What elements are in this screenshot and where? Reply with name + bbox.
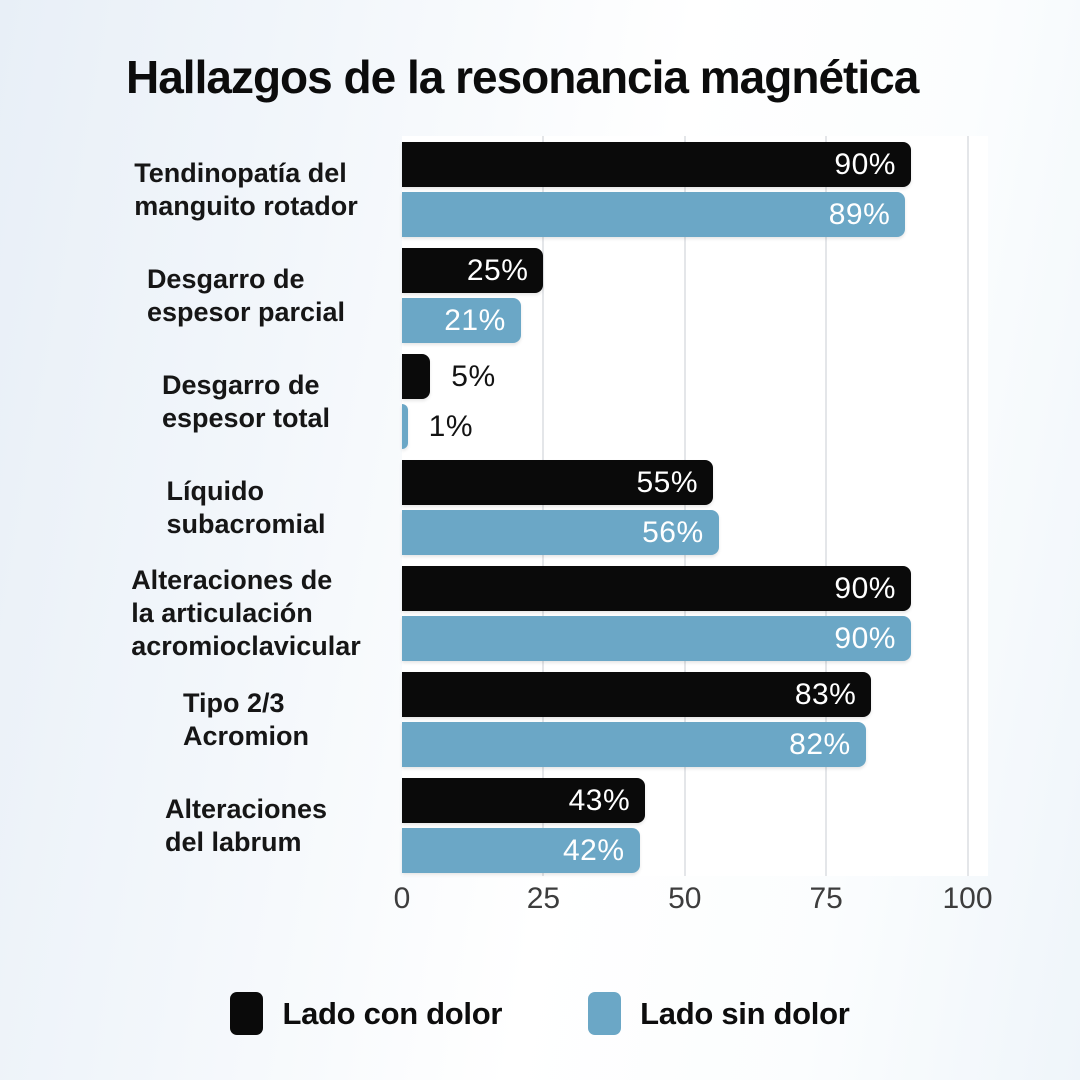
category-label: Desgarro de espesor parcial bbox=[96, 248, 396, 343]
bar-pain-side: 55% bbox=[402, 460, 714, 505]
category-label-text: Desgarro de espesor parcial bbox=[146, 263, 346, 327]
bar-no-pain-side: 1% bbox=[402, 404, 472, 449]
category-label: Desgarro de espesor total bbox=[96, 354, 396, 449]
x-tick-label: 50 bbox=[668, 882, 702, 915]
category-label: Tendinopatía del manguito rotador bbox=[96, 142, 396, 237]
bar-pain-side: 90% bbox=[402, 142, 911, 187]
bar-value-label: 90% bbox=[834, 572, 896, 605]
bar-value-label: 83% bbox=[794, 678, 857, 711]
bar-value-label: 82% bbox=[789, 728, 851, 761]
category-label-text: Tendinopatía del manguito rotador bbox=[134, 157, 358, 221]
bar-value-label: 1% bbox=[428, 410, 473, 443]
bar-value-label: 56% bbox=[642, 516, 704, 549]
category-label: Tipo 2/3 Acromion bbox=[96, 672, 396, 767]
legend-label: Lado con dolor bbox=[282, 995, 503, 1031]
bar-value-label: 25% bbox=[466, 254, 529, 287]
bar-value-label: 90% bbox=[834, 148, 896, 181]
bar-value-label: 21% bbox=[444, 304, 506, 337]
bar-pain-side: 25% bbox=[402, 248, 544, 293]
gridline bbox=[825, 136, 828, 876]
bar-value-label: 5% bbox=[451, 360, 496, 393]
category-label-text: Alteraciones de la articulación acromioc… bbox=[131, 565, 361, 661]
bar-value-label: 55% bbox=[636, 466, 699, 499]
x-tick-label: 75 bbox=[809, 882, 843, 915]
bar-pain-side: 90% bbox=[402, 566, 911, 611]
x-tick-label: 100 bbox=[942, 882, 993, 915]
bar-value-label: 42% bbox=[562, 834, 625, 867]
legend-item: Lado con dolor bbox=[230, 992, 502, 1035]
bar-pain-side: 43% bbox=[402, 778, 646, 823]
legend: Lado con dolor Lado sin dolor bbox=[0, 992, 1080, 1035]
bar-value-label: 90% bbox=[834, 622, 896, 655]
bar-value-label: 89% bbox=[828, 198, 891, 231]
chart-title: Hallazgos de la resonancia magnética bbox=[126, 51, 919, 103]
category-label: Alteraciones de la articulación acromioc… bbox=[96, 565, 396, 661]
bar-no-pain-side: 42% bbox=[402, 828, 640, 873]
legend-label: Lado sin dolor bbox=[640, 995, 850, 1031]
plot-area: 90% 89% 25% 21% 5% 1% 55% 56% 90% 90% 83% 82% 43% 42% bbox=[402, 136, 988, 876]
gridline bbox=[542, 136, 545, 876]
gridline bbox=[966, 136, 969, 876]
bar-no-pain-side: 89% bbox=[402, 192, 906, 237]
bar-no-pain-side: 90% bbox=[402, 616, 911, 661]
bar-no-pain-side: 21% bbox=[402, 298, 521, 343]
bar-pain-side: 83% bbox=[402, 672, 872, 717]
gridline bbox=[683, 136, 686, 876]
category-label-text: Líquido subacromial bbox=[166, 475, 326, 539]
x-tick-label: 0 bbox=[393, 882, 411, 915]
category-label-text: Desgarro de espesor total bbox=[161, 369, 331, 433]
bar-value-label: 43% bbox=[568, 784, 631, 817]
legend-swatch bbox=[230, 992, 264, 1035]
bar-pain-side: 5% bbox=[402, 354, 495, 399]
x-tick-label: 25 bbox=[526, 882, 561, 915]
bar-no-pain-side: 56% bbox=[402, 510, 719, 555]
bar-no-pain-side: 82% bbox=[402, 722, 866, 767]
legend-swatch bbox=[588, 992, 622, 1035]
legend-item: Lado sin dolor bbox=[588, 992, 850, 1035]
category-label: Alteraciones del labrum bbox=[96, 778, 396, 873]
category-label-text: Alteraciones del labrum bbox=[164, 793, 328, 857]
category-label: Líquido subacromial bbox=[96, 460, 396, 555]
category-label-text: Tipo 2/3 Acromion bbox=[182, 687, 309, 751]
